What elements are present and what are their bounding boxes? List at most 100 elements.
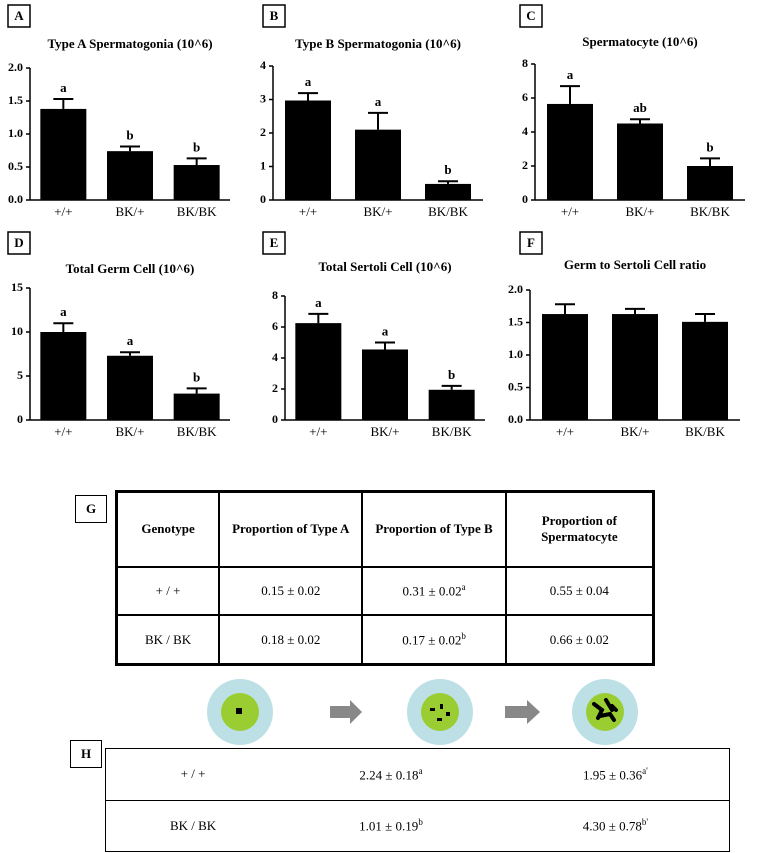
x-tick-label: +/+ — [299, 204, 317, 219]
x-tick-label: BK/BK — [177, 424, 217, 439]
y-tick-label: 2.0 — [8, 60, 23, 74]
significance-letter: b — [706, 139, 713, 154]
panel-label-box — [519, 4, 543, 28]
y-tick-label: 4 — [272, 350, 278, 364]
panel-label: G — [75, 495, 107, 523]
superscript: b — [418, 817, 423, 828]
x-tick-label: +/+ — [54, 204, 72, 219]
y-tick-label: 2 — [272, 381, 278, 395]
chromosomes — [592, 698, 618, 722]
chart-title: Germ to Sertoli Cell ratio — [564, 257, 706, 272]
y-tick-label: 10 — [11, 324, 23, 338]
y-tick-label: 0 — [272, 412, 278, 426]
bar — [362, 349, 408, 420]
chart-title: Total Germ Cell (10^6) — [66, 261, 195, 276]
cell-text: 1.01 ± 0.19 — [359, 818, 419, 834]
significance-letter: a — [375, 94, 382, 109]
y-tick-label: 4 — [522, 124, 528, 138]
y-tick-label: 1.5 — [8, 93, 23, 107]
bar — [617, 123, 663, 200]
table-g: Genotype Proportion of Type A Proportion o… — [115, 490, 655, 666]
significance-letter: b — [126, 128, 133, 143]
bar — [295, 323, 342, 420]
y-tick-label: 15 — [11, 280, 23, 294]
bar — [285, 100, 331, 200]
x-tick-label: +/+ — [556, 424, 574, 439]
panel-label-box — [7, 231, 31, 255]
cell: 0.18 ± 0.02 — [218, 614, 364, 666]
panel-label: C — [526, 8, 535, 23]
panel-label: B — [270, 8, 279, 23]
cell-text: 4.30 ± 0.78 — [582, 818, 642, 834]
cell: 0.15 ± 0.02 — [218, 565, 364, 617]
y-tick-label: 1.5 — [508, 314, 523, 328]
y-tick-label: 0.5 — [508, 379, 523, 393]
significance-letter: a — [305, 74, 312, 89]
x-tick-label: BK/+ — [625, 204, 654, 219]
x-tick-label: BK/+ — [363, 204, 392, 219]
bar — [107, 151, 153, 200]
header-cell: Genotype — [115, 490, 221, 568]
nucleus — [421, 693, 459, 731]
chart-title: Type B Spermatogonia (10^6) — [295, 36, 461, 51]
bar — [173, 393, 220, 420]
cell: BK / BK — [115, 614, 221, 666]
bar — [107, 355, 153, 420]
row: + / +2.24 ± 0.18a 1.95 ± 0.36a' — [105, 748, 730, 801]
y-tick-label: 1 — [260, 158, 266, 172]
bar — [687, 166, 733, 200]
x-tick-label: BK/+ — [620, 424, 649, 439]
y-tick-label: 0 — [17, 412, 23, 426]
bar — [547, 103, 593, 200]
header-cell: Proportion of Spermatocyte — [504, 490, 655, 568]
cell: + / + — [105, 748, 281, 801]
panel-label: F — [527, 235, 535, 250]
cell: 0.31 ± 0.02a — [361, 565, 507, 617]
bar — [612, 314, 658, 420]
significance-letter: a — [382, 323, 389, 338]
cell-text: 2.24 ± 0.18 — [359, 766, 419, 782]
y-tick-label: 6 — [272, 319, 278, 333]
cell: BK / BK — [105, 799, 281, 852]
row: BK / BK 1.01 ± 0.19b 4.30 ± 0.78b' — [105, 799, 730, 852]
x-tick-label: BK/+ — [115, 204, 144, 219]
x-tick-label: BK/BK — [685, 424, 725, 439]
panel-label: D — [14, 235, 23, 250]
superscript: b — [461, 630, 466, 641]
y-tick-label: 6 — [522, 90, 528, 104]
chromatin — [430, 704, 450, 721]
bar — [40, 108, 87, 200]
x-tick-label: BK/BK — [177, 204, 217, 219]
significance-letter: a — [567, 67, 574, 82]
significance-letter: a — [127, 333, 134, 348]
y-tick-label: 8 — [522, 56, 528, 70]
superscript: a' — [642, 765, 648, 776]
bar — [425, 183, 471, 200]
significance-letter: b — [193, 139, 200, 154]
arrow — [330, 700, 362, 724]
y-tick-label: 0.0 — [8, 192, 23, 206]
panel-label-box — [262, 231, 286, 255]
cell: 0.17 ± 0.02b — [361, 614, 507, 666]
x-tick-label: BK/BK — [428, 204, 468, 219]
cell: 2.24 ± 0.18a — [280, 748, 502, 801]
bar — [542, 314, 588, 420]
header-row: Genotype Proportion of Type A Proportion o… — [115, 490, 655, 568]
cell: 4.30 ± 0.78b' — [501, 799, 730, 852]
chart-title: Type A Spermatogonia (10^6) — [47, 36, 212, 51]
x-tick-label: +/+ — [309, 424, 327, 439]
cell: 1.95 ± 0.36a' — [501, 748, 730, 801]
cell: 0.66 ± 0.02 — [504, 614, 655, 666]
y-tick-label: 8 — [272, 288, 278, 302]
significance-letter: b — [193, 369, 200, 384]
x-tick-label: BK/+ — [115, 424, 144, 439]
bar — [682, 321, 728, 420]
table-h: + / +2.24 ± 0.18a 1.95 ± 0.36a' BK / BK 1.0… — [105, 748, 730, 852]
significance-letter: ab — [633, 100, 647, 115]
y-tick-label: 0.5 — [8, 159, 23, 173]
superscript: a — [461, 582, 466, 593]
y-tick-label: 2 — [522, 158, 528, 172]
bar — [355, 129, 401, 200]
